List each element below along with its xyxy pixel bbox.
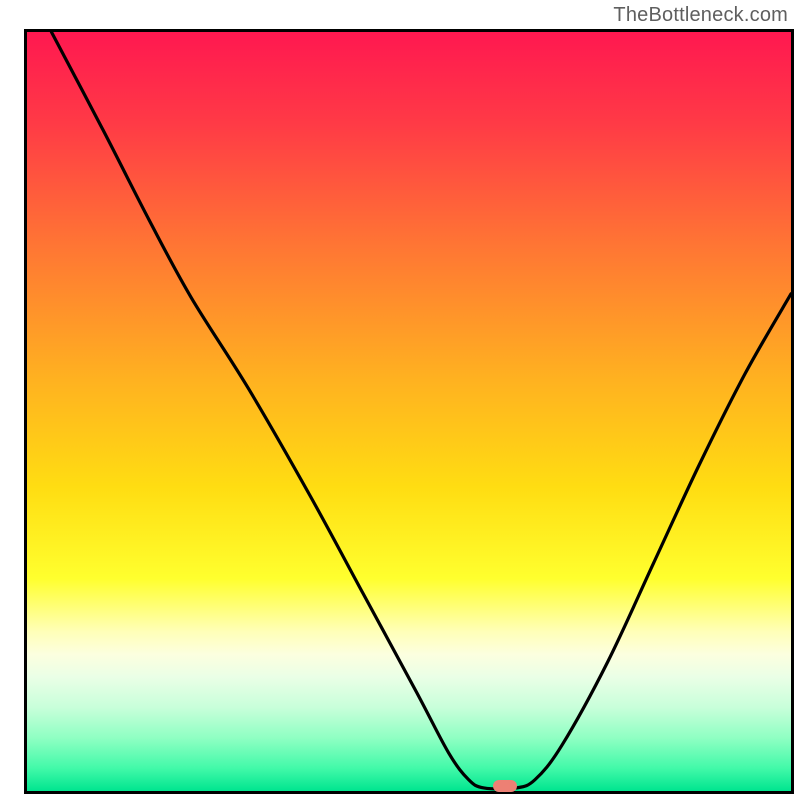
chart-curve-path [51, 32, 791, 789]
chart-curve-svg [27, 32, 791, 791]
chart-frame [24, 29, 794, 794]
chart-optimum-marker [493, 780, 517, 792]
watermark-text: TheBottleneck.com [613, 4, 788, 27]
